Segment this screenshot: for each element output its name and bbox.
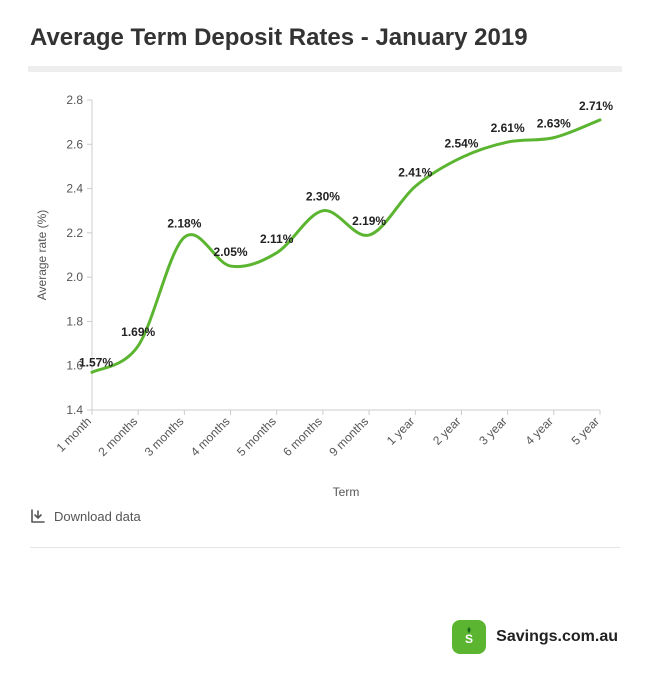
download-data-button[interactable]: Download data <box>30 508 141 524</box>
data-label: 2.54% <box>444 137 478 151</box>
rate-chart-svg: 1.41.61.82.02.22.42.62.81 month2 months3… <box>30 82 620 502</box>
x-tick-label: 3 year <box>476 414 509 447</box>
data-label: 2.30% <box>306 190 340 204</box>
download-label: Download data <box>54 509 141 524</box>
data-label: 1.57% <box>79 355 113 369</box>
brand: S Savings.com.au <box>452 620 618 654</box>
brand-name: Savings.com.au <box>496 628 618 646</box>
y-tick-label: 1.8 <box>66 314 83 328</box>
data-label: 2.71% <box>579 99 613 113</box>
x-tick-label: 9 months <box>326 414 371 459</box>
data-label: 2.19% <box>352 214 386 228</box>
x-tick-label: 2 year <box>430 414 463 447</box>
data-label: 2.05% <box>214 245 248 259</box>
rate-chart: 1.41.61.82.02.22.42.62.81 month2 months3… <box>30 82 620 502</box>
x-tick-label: 1 month <box>54 414 95 455</box>
page-title: Average Term Deposit Rates - January 201… <box>30 24 620 52</box>
download-icon <box>30 508 46 524</box>
x-tick-label: 2 months <box>96 414 141 459</box>
divider-bottom <box>30 547 620 548</box>
data-label: 2.11% <box>260 232 294 246</box>
svg-text:S: S <box>465 632 473 646</box>
divider-top <box>28 66 622 72</box>
data-label: 2.18% <box>167 216 201 230</box>
x-axis-title: Term <box>333 485 360 499</box>
y-tick-label: 2.8 <box>66 93 83 107</box>
brand-badge: S <box>452 620 486 654</box>
y-axis-title: Average rate (%) <box>35 210 49 301</box>
rate-line <box>92 120 600 372</box>
x-tick-label: 3 months <box>142 414 187 459</box>
y-tick-label: 1.4 <box>66 403 83 417</box>
y-tick-label: 2.0 <box>66 270 83 284</box>
data-label: 2.61% <box>491 121 525 135</box>
data-label: 2.63% <box>537 117 571 131</box>
x-tick-label: 4 year <box>522 414 555 447</box>
y-tick-label: 2.2 <box>66 226 83 240</box>
x-tick-label: 1 year <box>384 414 417 447</box>
data-label: 1.69% <box>121 325 155 339</box>
y-tick-label: 2.4 <box>66 182 83 196</box>
y-tick-label: 2.6 <box>66 137 83 151</box>
brand-leaf-icon: S <box>458 626 480 648</box>
x-tick-label: 4 months <box>188 414 233 459</box>
x-tick-label: 5 months <box>234 414 279 459</box>
x-tick-label: 6 months <box>280 414 325 459</box>
data-label: 2.41% <box>398 165 432 179</box>
x-tick-label: 5 year <box>569 414 602 447</box>
